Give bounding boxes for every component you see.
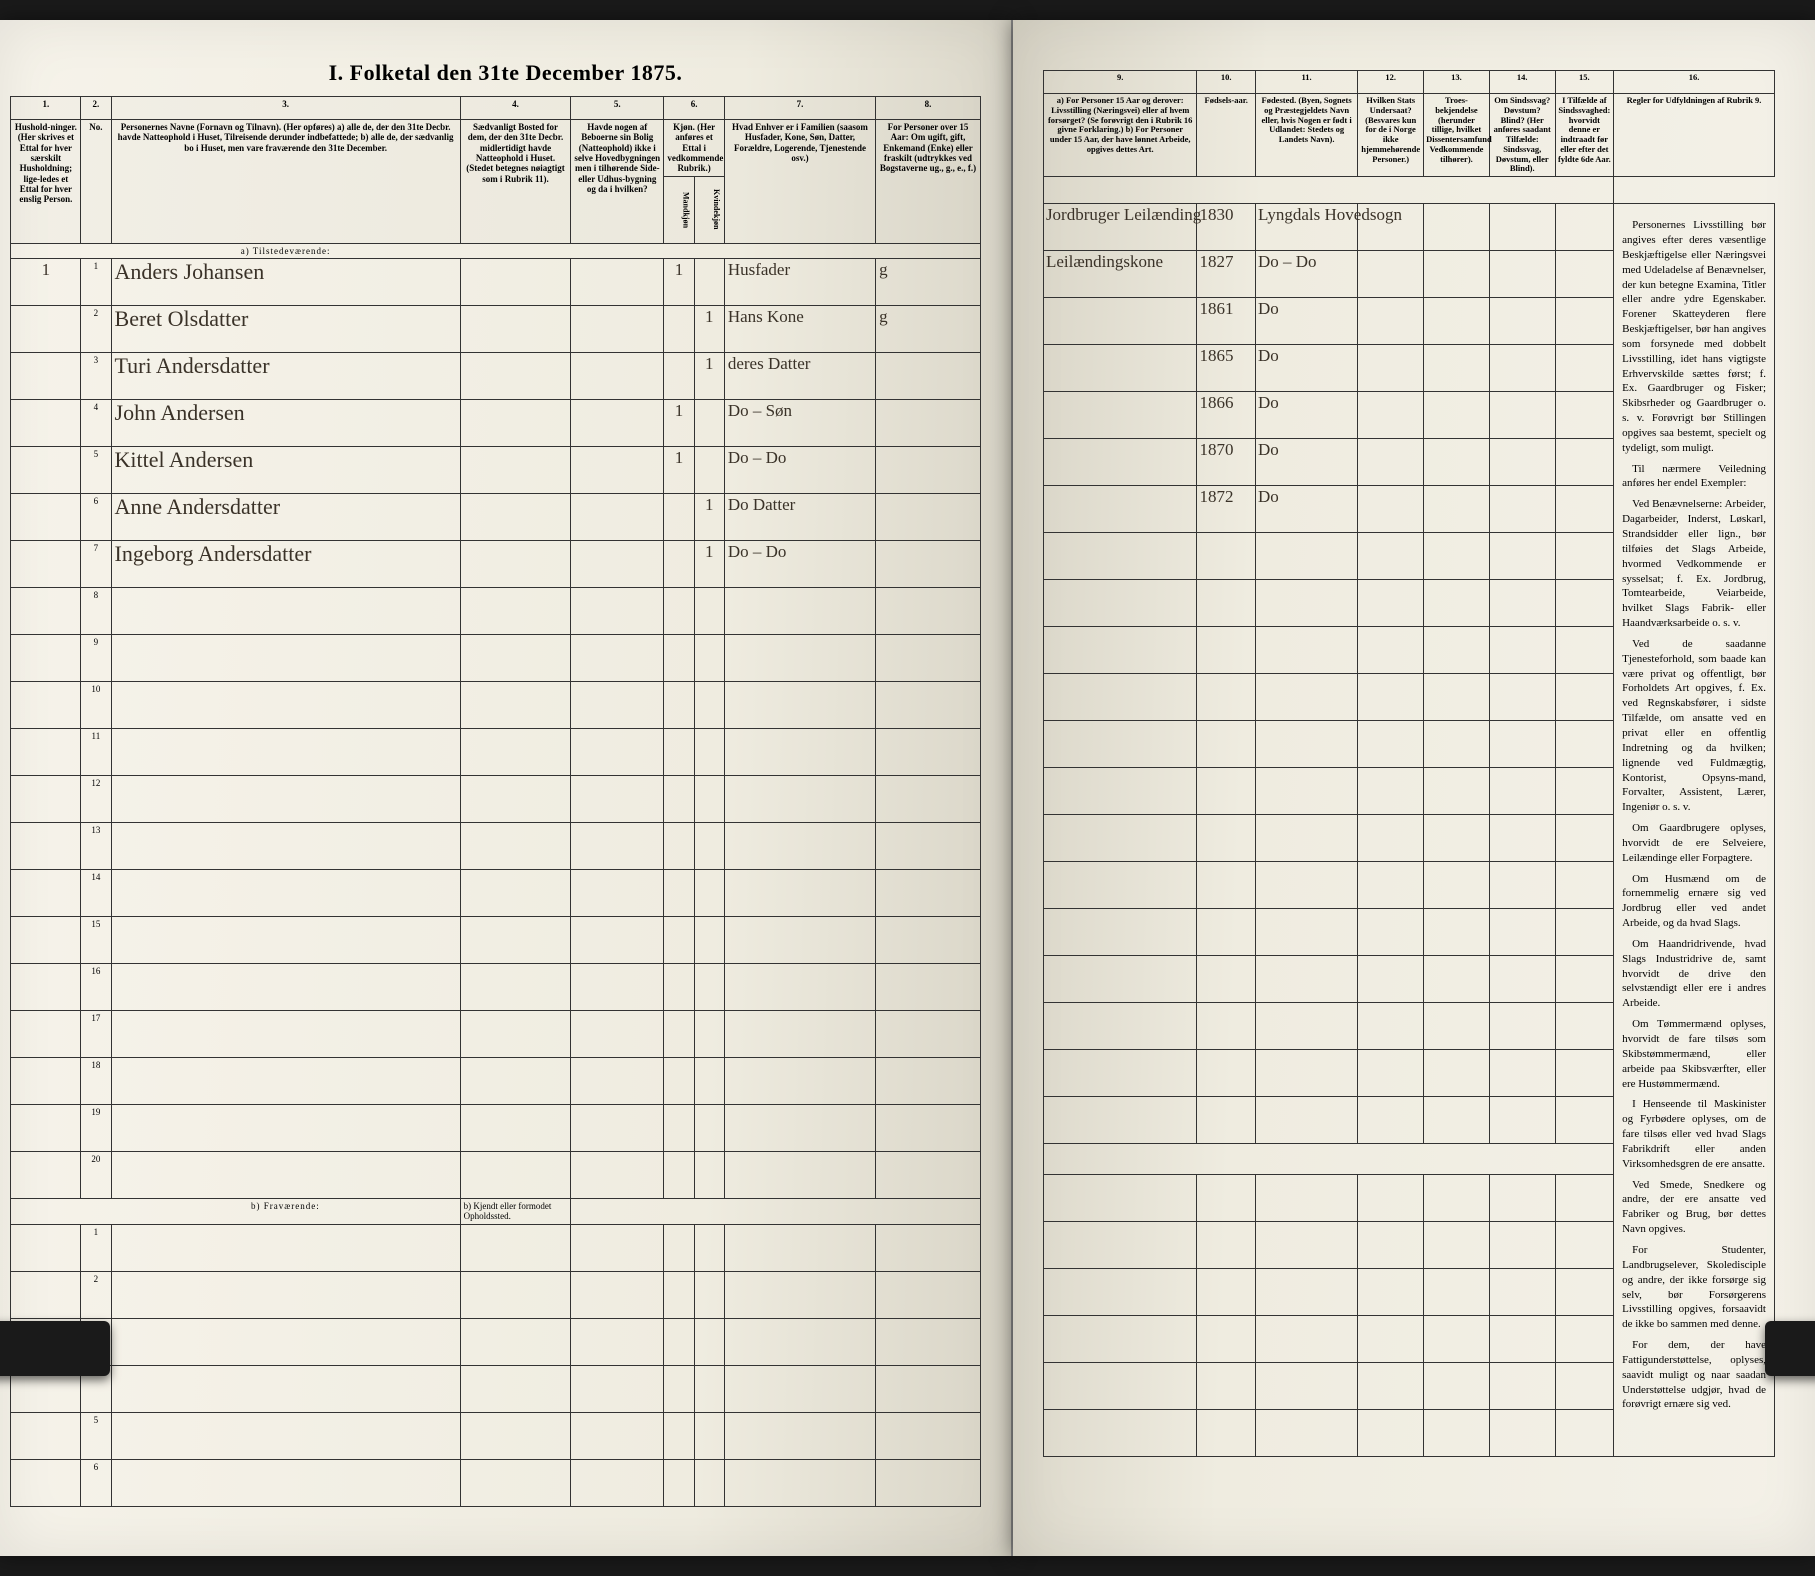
r-head-11: Fødested. (Byen, Sognets og Præstegjelde… xyxy=(1255,94,1357,177)
instruction-paragraph: For Studenter, Landbrugselever, Skoledis… xyxy=(1622,1243,1766,1332)
instruction-paragraph: Om Haandridrivende, hvad Slags Industrid… xyxy=(1622,937,1766,1011)
r-head-13: Troes-bekjendelse (herunder tillige, hvi… xyxy=(1424,94,1490,177)
head-4: Sædvanligt Bosted for dem, der den 31te … xyxy=(460,120,571,244)
table-row: 15 xyxy=(11,917,981,964)
table-row: 18 xyxy=(11,1058,981,1105)
r-head-15: I Tilfælde af Sindssvaghed: hvorvidt den… xyxy=(1555,94,1613,177)
head-2: No. xyxy=(81,120,111,244)
instruction-paragraph: Om Gaardbrugere oplyses, hvorvidt de ere… xyxy=(1622,821,1766,866)
sex-k: Kvindekjøn xyxy=(694,176,724,243)
instruction-paragraph: Til nærmere Veiledning anføres her endel… xyxy=(1622,462,1766,492)
table-row: 3Turi Andersdatter1deres Datter xyxy=(11,353,981,400)
colnum-2: 2. xyxy=(81,97,111,120)
table-row: 2Beret Olsdatter1Hans Koneg xyxy=(11,306,981,353)
right-page: 9. 10. 11. 12. 13. 14. 15. 16. a) For Pe… xyxy=(1013,20,1815,1556)
table-row: 9 xyxy=(11,635,981,682)
r-head-12: Hvilken Stats Undersaat? (Besvares kun f… xyxy=(1358,94,1424,177)
name-cell: Anders Johansen xyxy=(115,259,265,284)
section-b-col4: b) Kjendt eller formodet Opholdssted. xyxy=(460,1199,571,1225)
table-row: 2 xyxy=(11,1271,981,1318)
table-row: 6Anne Andersdatter1Do Datter xyxy=(11,494,981,541)
table-row: 12 xyxy=(11,776,981,823)
name-cell: Anne Andersdatter xyxy=(115,494,281,519)
head-6: Kjøn. (Her anføres et Ettal i vedkommend… xyxy=(664,120,725,177)
census-form-right: 9. 10. 11. 12. 13. 14. 15. 16. a) For Pe… xyxy=(1043,70,1775,1457)
table-row: 1 xyxy=(11,1224,981,1271)
colnum-4: 4. xyxy=(460,97,571,120)
r-colnum-9: 9. xyxy=(1043,71,1197,94)
table-row: 6 xyxy=(11,1459,981,1506)
colnum-3: 3. xyxy=(111,97,460,120)
colnum-5: 5. xyxy=(571,97,664,120)
table-row: 10 xyxy=(11,682,981,729)
table-row: 3 xyxy=(11,1318,981,1365)
section-b-row: b) Fraværende: b) Kjendt eller formodet … xyxy=(11,1199,981,1225)
table-row: 4 xyxy=(11,1365,981,1412)
r-colnum-row: 9. 10. 11. 12. 13. 14. 15. 16. xyxy=(1043,71,1774,94)
binder-clip-left xyxy=(0,1321,110,1376)
table-row: 13 xyxy=(11,823,981,870)
head-7: Hvad Enhver er i Familien (saasom Husfad… xyxy=(724,120,875,244)
table-row: 16 xyxy=(11,964,981,1011)
table-row: Jordbruger Leilænding1830Lyngdals Hoveds… xyxy=(1043,204,1774,251)
table-row: 8 xyxy=(11,588,981,635)
table-row: 14 xyxy=(11,870,981,917)
r-head-16: Regler for Udfyldningen af Rubrik 9. xyxy=(1614,94,1775,177)
table-row: 7Ingeborg Andersdatter1Do – Do xyxy=(11,541,981,588)
binder-clip-right xyxy=(1765,1321,1815,1376)
head-5: Havde nogen af Beboerne sin Bolig (Natte… xyxy=(571,120,664,244)
table-row: 5 xyxy=(11,1412,981,1459)
name-cell: Kittel Andersen xyxy=(115,447,254,472)
name-cell: Turi Andersdatter xyxy=(115,353,270,378)
table-row: 17 xyxy=(11,1011,981,1058)
r-colnum-15: 15. xyxy=(1555,71,1613,94)
section-b-label: b) Fraværende: xyxy=(111,1199,460,1225)
head-8: For Personer over 15 Aar: Om ugift, gift… xyxy=(876,120,981,244)
instruction-paragraph: Ved de saadanne Tjenesteforhold, som baa… xyxy=(1622,637,1766,815)
table-row: 20 xyxy=(11,1152,981,1199)
name-cell: Beret Olsdatter xyxy=(115,306,249,331)
instruction-paragraph: Ved Benævnelserne: Arbeider, Dagarbeider… xyxy=(1622,497,1766,631)
table-row: 19 xyxy=(11,1105,981,1152)
sex-m: Mandkjøn xyxy=(664,176,694,243)
table-row: 11 xyxy=(11,729,981,776)
head-3: Personernes Navne (Fornavn og Tilnavn). … xyxy=(111,120,460,244)
colnum-1: 1. xyxy=(11,97,81,120)
section-a-label: a) Tilstedeværende: xyxy=(111,243,460,258)
left-page: I. Folketal den 31te December 1875. 1. 2… xyxy=(0,20,1013,1556)
instruction-paragraph: Ved Smede, Snedkere og andre, der ere an… xyxy=(1622,1178,1766,1237)
r-head-10: Fødsels-aar. xyxy=(1197,94,1255,177)
page-title: I. Folketal den 31te December 1875. xyxy=(0,60,1011,86)
r-colnum-13: 13. xyxy=(1424,71,1490,94)
colnum-6: 6. xyxy=(664,97,725,120)
instruction-paragraph: Om Tømmermænd oplyses, hvorvidt de fare … xyxy=(1622,1017,1766,1091)
census-form-left: 1. 2. 3. 4. 5. 6. 7. 8. Hushold-ninger. … xyxy=(10,96,981,1507)
r-colnum-14: 14. xyxy=(1489,71,1555,94)
section-a-row: a) Tilstedeværende: xyxy=(11,243,981,258)
name-cell: Ingeborg Andersdatter xyxy=(115,541,312,566)
instruction-paragraph: Personernes Livsstilling bør angives eft… xyxy=(1622,218,1766,456)
instruction-paragraph: I Henseende til Maskinister og Fyrbødere… xyxy=(1622,1097,1766,1171)
table-row: 11Anders Johansen1Husfaderg xyxy=(11,259,981,306)
r-colnum-16: 16. xyxy=(1614,71,1775,94)
table-row: 5Kittel Andersen1Do – Do xyxy=(11,447,981,494)
r-head-14: Om Sindssvag? Døvstum? Blind? (Her anfør… xyxy=(1489,94,1555,177)
document-spread: I. Folketal den 31te December 1875. 1. 2… xyxy=(0,20,1815,1556)
instruction-paragraph: For dem, der have Fattigunderstøttelse, … xyxy=(1622,1338,1766,1412)
name-cell: John Andersen xyxy=(115,400,245,425)
head-1: Hushold-ninger. (Her skrives et Ettal fo… xyxy=(11,120,81,244)
colnum-8: 8. xyxy=(876,97,981,120)
header-row: Hushold-ninger. (Her skrives et Ettal fo… xyxy=(11,120,981,177)
instructions-text: Personernes Livsstilling bør angives eft… xyxy=(1622,218,1766,1412)
table-row xyxy=(1043,177,1774,204)
r-colnum-10: 10. xyxy=(1197,71,1255,94)
r-head-9: a) For Personer 15 Aar og derover: Livss… xyxy=(1043,94,1197,177)
r-colnum-12: 12. xyxy=(1358,71,1424,94)
r-colnum-11: 11. xyxy=(1255,71,1357,94)
table-row: 4John Andersen1Do – Søn xyxy=(11,400,981,447)
instruction-paragraph: Om Husmænd om de fornemmelig ernære sig … xyxy=(1622,872,1766,931)
colnum-7: 7. xyxy=(724,97,875,120)
r-header-row: a) For Personer 15 Aar og derover: Livss… xyxy=(1043,94,1774,177)
colnum-row: 1. 2. 3. 4. 5. 6. 7. 8. xyxy=(11,97,981,120)
